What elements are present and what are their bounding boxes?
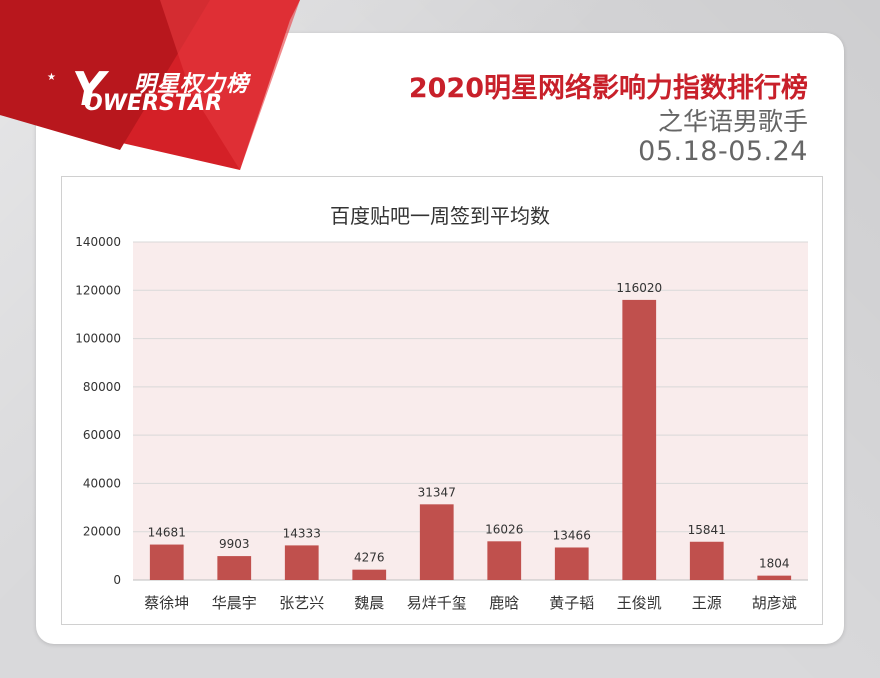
y-tick-label: 80000	[83, 380, 121, 394]
bar	[419, 504, 454, 580]
plot-area	[133, 242, 808, 580]
x-tick-label: 张艺兴	[279, 594, 324, 612]
logo-chinese: 明星权力榜	[134, 72, 250, 97]
data-label: 15841	[688, 523, 726, 537]
data-label: 14333	[283, 526, 321, 540]
bar	[757, 575, 792, 580]
y-tick-label: 100000	[75, 332, 121, 346]
data-label: 116020	[616, 281, 662, 295]
data-label: 4276	[354, 551, 385, 565]
bar	[149, 544, 184, 580]
x-tick-label: 黄子韬	[549, 594, 594, 612]
bar	[487, 541, 522, 580]
y-tick-label: 60000	[83, 428, 121, 442]
bar	[622, 299, 657, 580]
data-label: 13466	[553, 528, 591, 542]
data-label: 31347	[418, 485, 456, 499]
chart-title: 百度贴吧一周签到平均数	[330, 204, 550, 228]
bar	[217, 556, 252, 580]
y-tick-label: 0	[113, 573, 121, 587]
data-label: 1804	[759, 557, 790, 571]
date-range: 05.18-05.24	[638, 136, 808, 167]
bar	[352, 569, 387, 580]
x-tick-label: 魏晨	[354, 594, 384, 612]
x-tick-label: 华晨宇	[212, 594, 257, 612]
data-label: 16026	[485, 522, 523, 536]
y-tick-label: 20000	[83, 525, 121, 539]
x-tick-label: 胡彦斌	[752, 594, 797, 612]
logo-letter: Y	[72, 62, 106, 116]
star-icon: ★	[47, 72, 56, 83]
x-tick-label: 蔡徐坤	[144, 594, 189, 612]
logo-english: OWERSTAR	[84, 91, 223, 116]
x-tick-label: 王俊凯	[617, 594, 662, 612]
x-tick-label: 鹿晗	[489, 594, 519, 612]
y-tick-label: 40000	[83, 476, 121, 490]
page-subtitle: 之华语男歌手	[657, 107, 808, 136]
bar	[554, 547, 589, 580]
data-label: 9903	[219, 537, 250, 551]
page-title: 2020明星网络影响力指数排行榜	[408, 73, 808, 104]
bar	[689, 541, 724, 580]
x-tick-label: 王源	[692, 594, 722, 612]
y-tick-label: 120000	[75, 283, 121, 297]
bar	[284, 545, 319, 580]
red-banner	[0, 0, 300, 170]
y-tick-label: 140000	[75, 235, 121, 249]
data-label: 14681	[148, 526, 186, 540]
x-tick-label: 易烊千玺	[407, 594, 467, 612]
